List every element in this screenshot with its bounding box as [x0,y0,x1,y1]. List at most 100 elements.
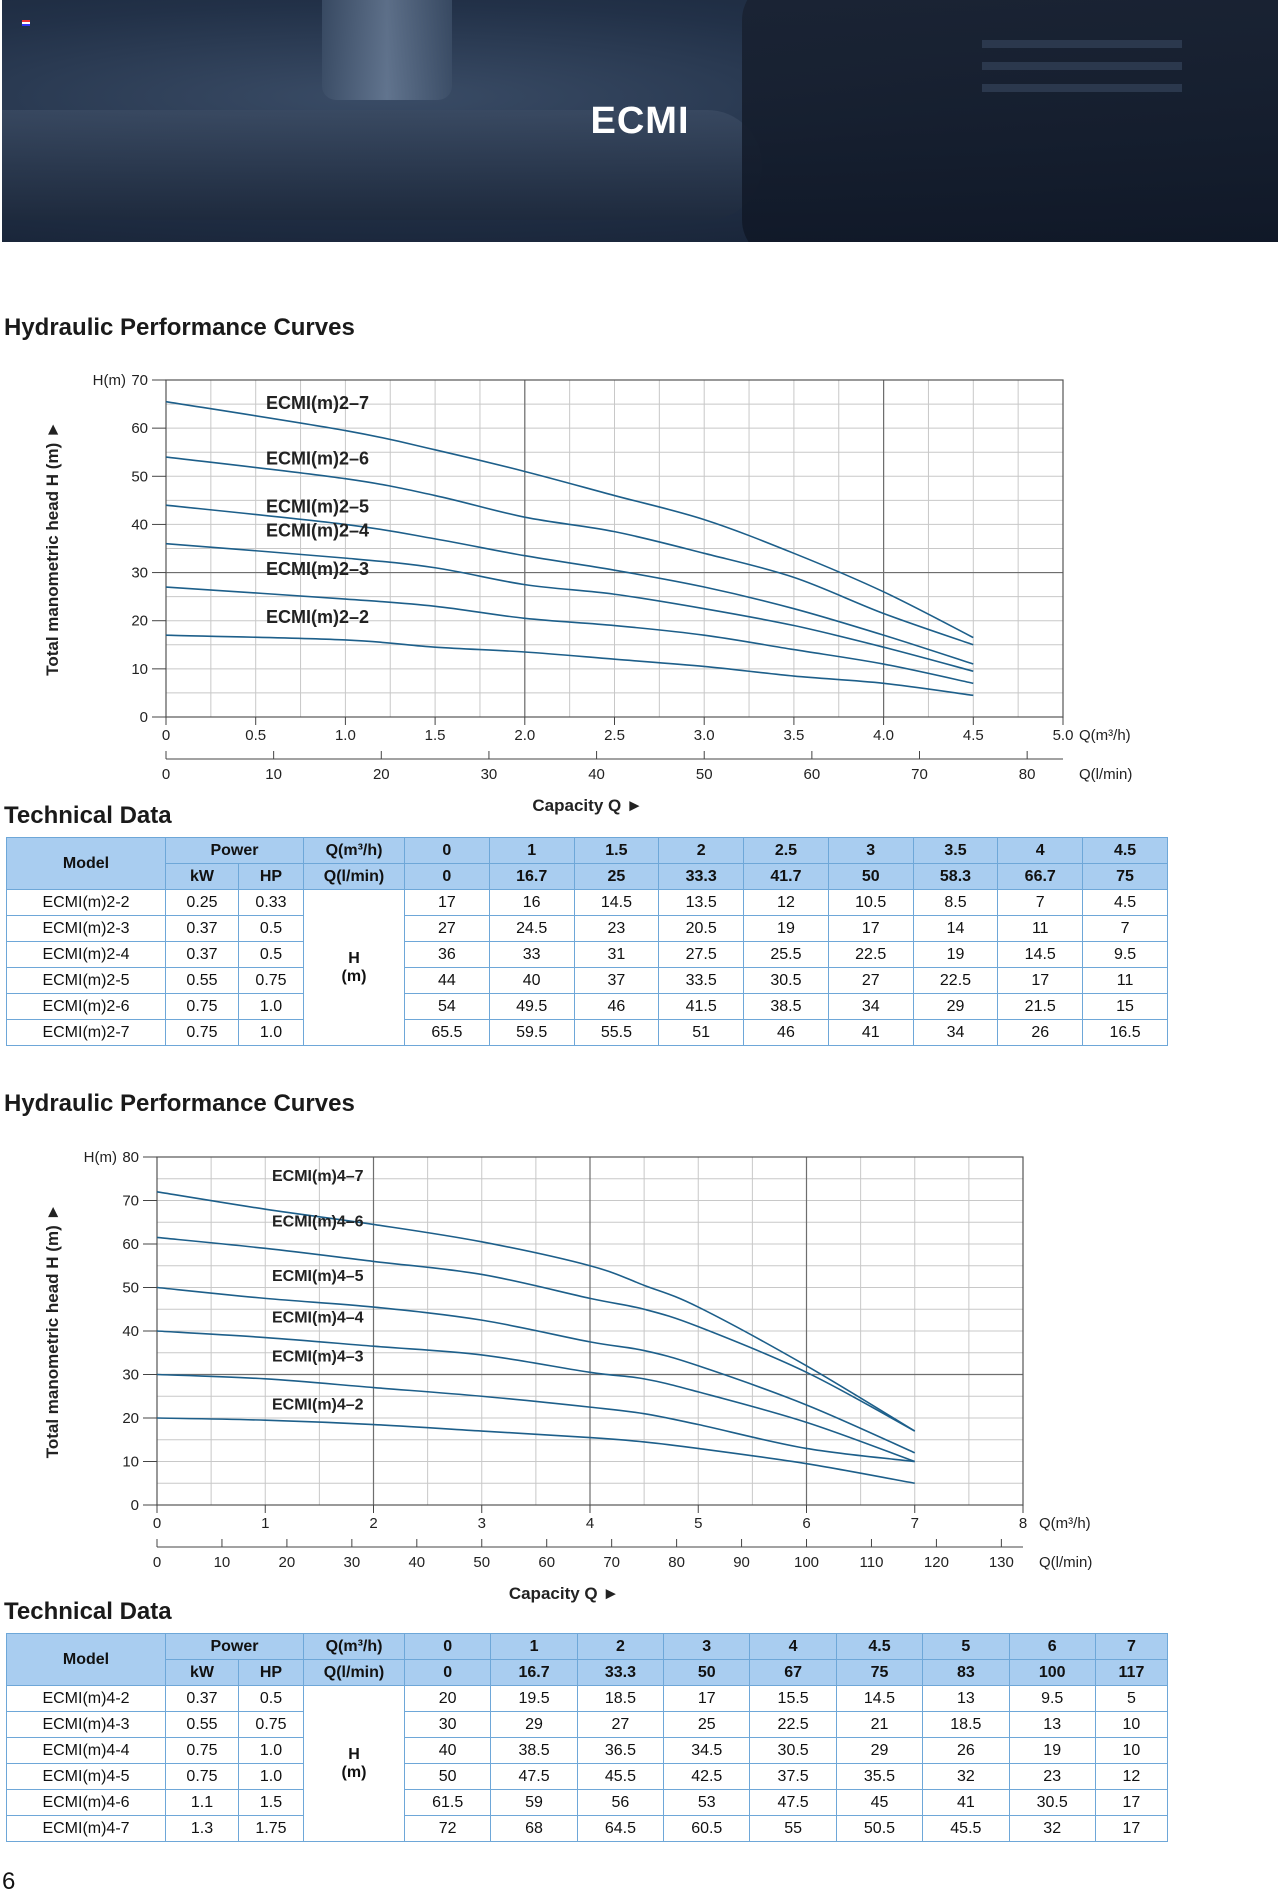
q-m3h-value: 4 [749,1633,837,1660]
y-unit-label: H(m) [93,372,126,389]
table-row: ECMI(m)2-5 0.55 0.75 44 40 37 33.5 30.5 27 22.5 17… [6,967,1168,994]
y-tick-label: 50 [131,468,148,485]
table-row: ECMI(m)4-4 0.75 1.0 40 38.5 36.5 34.5 30.5 29 26 1… [6,1737,1169,1764]
x-tick-label: 3.5 [783,727,804,744]
q-lmin-value: 16.7 [488,863,575,890]
motor-fin [982,84,1182,92]
x2-tick-label: 30 [344,1554,361,1571]
section-title: Hydraulic Performance Curves [4,1090,355,1117]
q-m3h-value: 5 [922,1633,1010,1660]
x-tick-label: 0 [162,727,170,744]
q-m3h-value: 3 [827,837,914,864]
h-unit-cell: H (m) [303,1685,405,1842]
head-value-cell: 55 [749,1815,837,1842]
y-unit-label: H(m) [84,1149,117,1166]
kw-cell: 1.3 [165,1815,239,1842]
head-value-cell: 44 [404,967,490,994]
hp-cell: 0.75 [238,967,304,994]
head-value-cell: 9.5 [1082,941,1168,968]
head-value-cell: 45.5 [576,1763,665,1790]
q-m3h-value: 0 [404,837,490,864]
head-value-cell: 38.5 [490,1737,578,1764]
head-value-cell: 5 [1094,1685,1169,1712]
table-row: ECMI(m)2-6 0.75 1.0 54 49.5 46 41.5 38.5 34 29 21.… [6,993,1168,1020]
hp-cell: 1.75 [238,1815,304,1842]
head-value-cell: 19 [1008,1737,1096,1764]
q-m3h-value: 2 [576,1633,665,1660]
head-value-cell: 10 [1094,1711,1169,1738]
head-value-cell: 30 [403,1711,492,1738]
hp-cell: 0.5 [238,915,304,942]
head-value-cell: 45.5 [922,1815,1010,1842]
model-header: Model [6,837,166,890]
head-value-cell: 19 [912,941,999,968]
head-value-cell: 23 [573,915,660,942]
head-value-cell: 55.5 [573,1019,660,1046]
head-value-cell: 14.5 [835,1685,924,1712]
x2-tick-label: 60 [804,766,821,783]
head-value-cell: 40 [488,967,575,994]
head-value-cell: 25 [663,1711,751,1738]
table-title: Technical Data [4,1598,172,1625]
hp-header: HP [238,1659,304,1686]
y-axis-title: Total manometric head H (m) ► [43,421,62,676]
y-tick-label: 40 [131,516,148,533]
y-tick-label: 80 [122,1149,139,1166]
h-label: H [348,949,360,967]
x-tick-label: 4.0 [873,727,894,744]
x-tick-label: 5 [694,1515,702,1532]
x-tick-label: 7 [911,1515,919,1532]
q-lmin-value: 67 [749,1659,837,1686]
table-row: ECMI(m)2-2 0.25 0.33 H (m) 17 16 14.5 13.5 12 10.5… [6,889,1168,1046]
x2-tick-label: 0 [153,1554,161,1571]
x2-tick-label: 80 [1019,766,1036,783]
model-cell: ECMI(m)4-3 [6,1711,166,1738]
head-value-cell: 17 [663,1685,751,1712]
head-value-cell: 18.5 [922,1711,1010,1738]
q-m3h-value: 2 [658,837,745,864]
x-tick-label: 1 [261,1515,269,1532]
head-value-cell: 32 [922,1763,1010,1790]
head-value-cell: 37.5 [749,1763,837,1790]
head-value-cell: 17 [997,967,1084,994]
x2-tick-label: 80 [668,1554,685,1571]
y-tick-label: 50 [122,1280,139,1297]
head-value-cell: 51 [658,1019,745,1046]
x2-tick-label: 100 [794,1554,819,1571]
series-label: ECMI(m)2–6 [266,448,369,468]
series-curve [165,586,974,685]
series-curve [156,1373,915,1463]
y-tick-label: 10 [131,661,148,678]
model-cell: ECMI(m)2-3 [6,915,166,942]
head-value-cell: 10 [1094,1737,1169,1764]
head-value-cell: 65.5 [404,1019,490,1046]
x-tick-label: 0.5 [245,727,266,744]
table-row: ECMI(m)4-3 0.55 0.75 30 29 27 25 22.5 21 18.5 13 10 [6,1711,1169,1738]
page-number: 6 [2,1868,16,1895]
section-title: Hydraulic Performance Curves [4,314,355,341]
head-value-cell: 41.5 [658,993,745,1020]
y-tick-label: 30 [131,565,148,582]
x2-tick-label: 20 [279,1554,296,1571]
q-lmin-value: 41.7 [743,863,829,890]
hp-cell: 1.0 [238,993,304,1020]
x-tick-label: 2 [369,1515,377,1532]
head-value-cell: 18.5 [576,1685,665,1712]
table-row: ECMI(m)4-2 0.37 0.5 H (m) 20 19.5 18.5 17 15.5 14.… [6,1685,1169,1842]
series-curve [156,1191,916,1432]
head-value-cell: 22.5 [749,1711,837,1738]
x-tick-label: 0 [153,1515,161,1532]
model-cell: ECMI(m)4-5 [6,1763,166,1790]
head-value-cell: 36 [404,941,490,968]
head-value-cell: 56 [576,1789,665,1816]
y-tick-label: 70 [122,1193,139,1210]
table-row: ECMI(m)4-5 0.75 1.0 50 47.5 45.5 42.5 37.5 35.5 3… [6,1763,1169,1790]
x2-unit-label: Q(l/min) [1079,766,1132,783]
head-value-cell: 72 [403,1815,492,1842]
head-value-cell: 68 [490,1815,578,1842]
motor-fin [982,40,1182,48]
head-value-cell: 22.5 [827,941,914,968]
table-header-row: Model Power Q(m³/h) 0 1 1.5 2 2.5 3 3.5 4 4.5 [6,837,1168,890]
y-axis-title: Total manometric head H (m) ► [43,1204,62,1459]
flag-icon [22,20,30,26]
